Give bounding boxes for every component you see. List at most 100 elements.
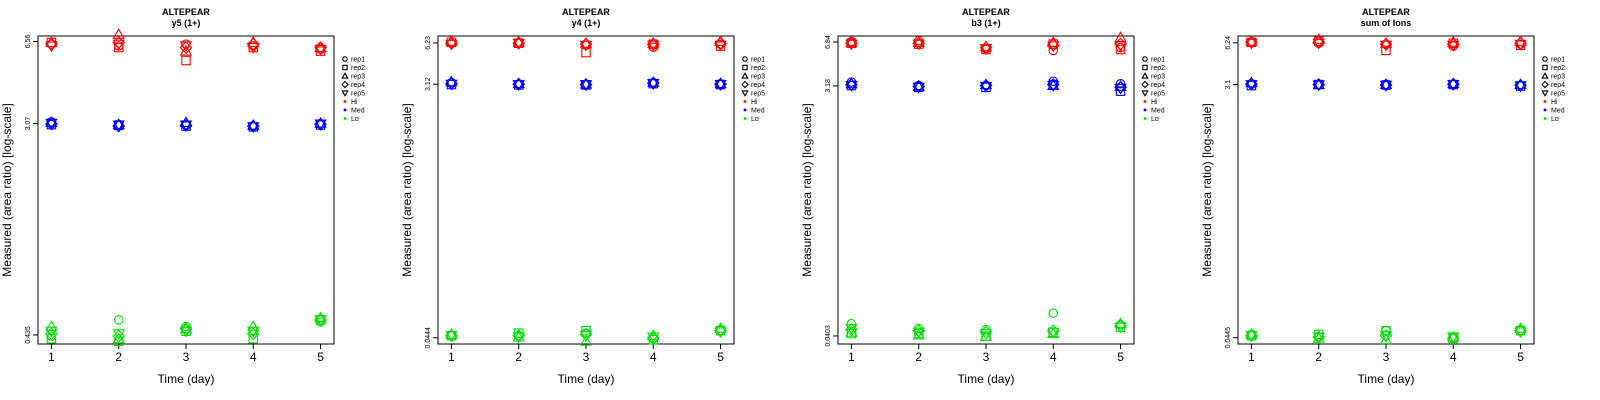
point-rep5-lo-day3 — [1379, 331, 1393, 343]
point-rep3-hi-day3 — [979, 40, 993, 52]
legend-marker-hi — [343, 100, 347, 103]
point-rep3-lo-day2 — [112, 332, 125, 344]
point-rep2-hi-day1 — [1246, 37, 1257, 48]
point-rep3-med-day1 — [845, 77, 858, 89]
legend-marker-med — [743, 108, 747, 112]
point-rep3-med-day5 — [1114, 80, 1127, 91]
point-rep1-lo-day4 — [1048, 308, 1059, 318]
point-rep3-lo-day3 — [1379, 333, 1393, 345]
x-tick-label: 4 — [1050, 350, 1057, 364]
x-tick-label: 3 — [583, 350, 590, 364]
point-rep5-med-day5 — [314, 119, 327, 131]
y-tick-label: 0.0444 — [425, 327, 432, 349]
x-tick-label: 1 — [1248, 350, 1255, 364]
point-rep4-hi-day3 — [179, 41, 193, 55]
x-tick-label: 2 — [1315, 350, 1322, 364]
x-tick-label: 3 — [1383, 350, 1390, 364]
point-rep5-hi-day5 — [314, 44, 327, 56]
legend-marker-rep2 — [1142, 64, 1148, 71]
point-rep3-hi-day2 — [912, 36, 925, 47]
y-tick-label: 6.84 — [825, 35, 832, 49]
x-axis-label: Time (day) — [558, 372, 615, 386]
point-rep3-hi-day3 — [579, 36, 593, 48]
legend-label-rep5: rep5 — [1551, 90, 1565, 97]
data-points — [445, 34, 727, 346]
legend-label-hi: Hi — [1551, 99, 1558, 106]
point-rep5-hi-day2 — [1312, 38, 1325, 50]
y-tick-label: 3.18 — [825, 79, 832, 93]
point-rep3-med-day1 — [45, 116, 58, 128]
point-rep3-lo-day3 — [579, 334, 593, 346]
legend-marker-lo — [743, 117, 747, 120]
x-axis-label: Time (day) — [958, 372, 1015, 386]
legend-label-rep4: rep4 — [751, 82, 765, 89]
legend-label-rep1: rep1 — [751, 56, 765, 63]
point-rep4-lo-day1 — [45, 327, 58, 341]
point-rep3-med-day3 — [979, 78, 993, 90]
point-rep5-lo-day4 — [1447, 332, 1460, 344]
point-rep3-med-day5 — [714, 77, 727, 89]
x-axis-label: Time (day) — [1358, 372, 1415, 386]
chart-title: ALTEPEAR — [962, 7, 1010, 17]
point-rep2-lo-day1 — [46, 333, 57, 344]
point-rep5-med-day2 — [112, 120, 125, 132]
point-rep5-lo-day1 — [845, 323, 858, 335]
legend-marker-rep3 — [341, 72, 349, 79]
point-rep5-lo-day2 — [112, 329, 125, 341]
point-rep5-med-day3 — [979, 81, 993, 93]
point-rep1-med-day5 — [1115, 79, 1126, 89]
point-rep5-lo-day4 — [647, 332, 660, 344]
point-rep3-med-day4 — [247, 119, 260, 130]
chart-title: ALTEPEAR — [162, 7, 210, 17]
point-rep3-med-day2 — [912, 80, 925, 91]
point-rep5-hi-day1 — [45, 41, 58, 53]
legend-marker-lo — [1543, 117, 1547, 120]
point-rep5-lo-day1 — [445, 331, 458, 343]
legend-label-rep5: rep5 — [351, 90, 365, 97]
data-points — [1245, 33, 1527, 345]
point-rep3-hi-day4 — [647, 36, 660, 48]
plot-frame — [37, 35, 335, 345]
point-rep3-med-day4 — [647, 75, 660, 87]
point-rep5-med-day1 — [45, 118, 58, 130]
legend-marker-rep3 — [1141, 72, 1149, 79]
point-rep5-lo-day3 — [979, 329, 993, 340]
point-rep5-lo-day2 — [1312, 332, 1325, 344]
point-rep3-med-day5 — [314, 116, 327, 128]
x-tick-label: 2 — [115, 350, 122, 364]
point-rep5-med-day5 — [1114, 83, 1127, 95]
x-tick-label: 2 — [915, 350, 922, 364]
point-rep3-hi-day1 — [845, 36, 858, 47]
legend-marker-rep5 — [741, 90, 749, 97]
legend-marker-rep2 — [742, 64, 748, 71]
point-rep3-hi-day3 — [1379, 36, 1393, 48]
point-rep5-lo-day1 — [45, 326, 58, 338]
point-rep5-med-day5 — [714, 80, 727, 91]
point-rep5-hi-day5 — [1114, 41, 1127, 53]
point-rep5-hi-day1 — [1245, 38, 1258, 50]
point-rep3-med-day2 — [512, 77, 525, 89]
x-tick-label: 5 — [1517, 350, 1524, 364]
point-rep5-hi-day5 — [714, 40, 727, 52]
point-rep2-lo-day4 — [248, 333, 259, 344]
point-rep5-med-day3 — [1379, 80, 1393, 92]
point-rep5-lo-day1 — [1245, 331, 1258, 343]
x-tick-label: 4 — [650, 350, 657, 364]
point-rep5-med-day4 — [247, 122, 260, 134]
x-tick-label: 1 — [48, 350, 55, 364]
point-rep5-lo-day5 — [314, 315, 327, 327]
point-rep5-lo-day5 — [1514, 327, 1527, 339]
point-rep2-hi-day4 — [648, 39, 659, 49]
point-rep4-hi-day4 — [246, 37, 260, 51]
y-tick-label: 0.0445 — [1225, 327, 1232, 349]
point-rep5-hi-day4 — [1447, 40, 1460, 52]
y-axis-label: Measured (area ratio) [log-scale] — [1200, 103, 1214, 276]
point-rep5-med-day1 — [845, 81, 858, 92]
legend-marker-rep1 — [1542, 56, 1548, 62]
y-tick-label: 6.23 — [425, 36, 432, 50]
point-rep4-lo-day4 — [246, 327, 260, 341]
